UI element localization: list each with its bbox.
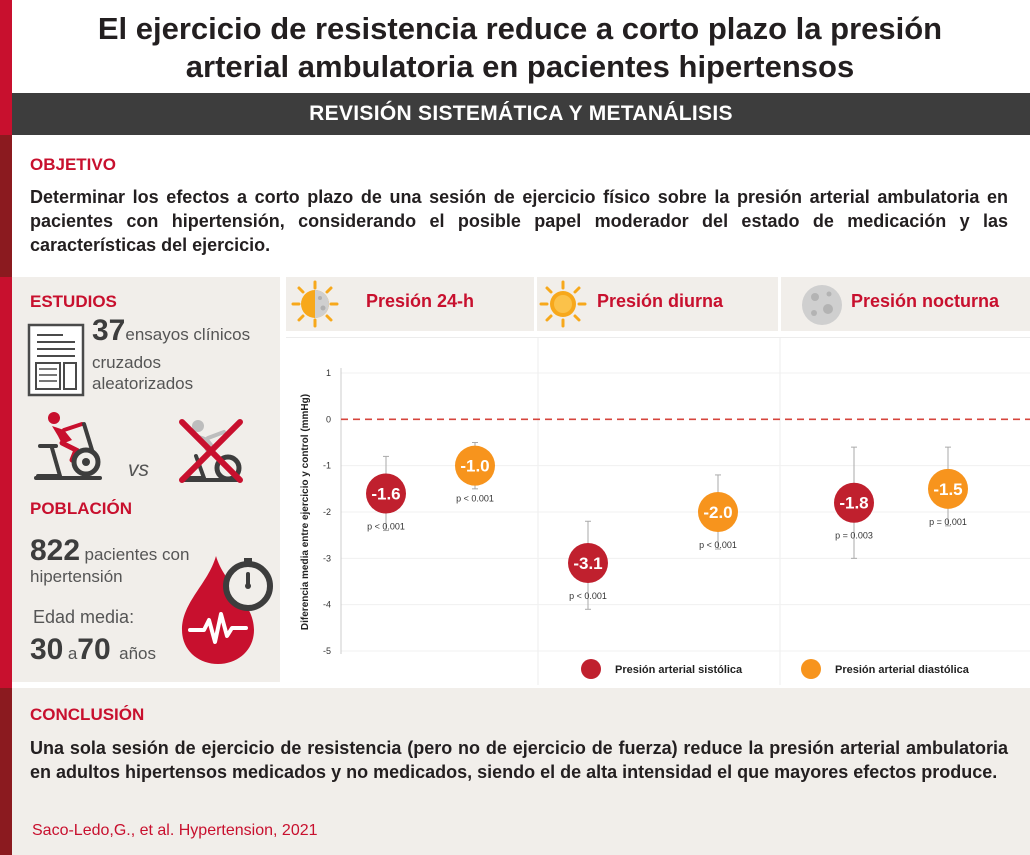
y-tick-label: -2 [323, 507, 331, 517]
y-tick-label: -3 [323, 553, 331, 563]
objective-label: OBJETIVO [30, 155, 116, 174]
y-axis-label: Diferencia media entre ejercicio y contr… [300, 394, 311, 630]
moon-icon [802, 285, 842, 325]
no-exercise-icon [179, 419, 243, 483]
data-label: -1.0 [460, 457, 489, 476]
population-summary: 822 pacientes con [30, 536, 189, 571]
data-label: -3.1 [573, 554, 602, 573]
p-value-label: p < 0.001 [699, 540, 737, 550]
y-tick-label: -1 [323, 461, 331, 471]
studies-summary: 37ensayos clínicos [92, 316, 251, 347]
age-min: 30 [30, 633, 64, 666]
age-range: 30 a70 años [30, 633, 156, 667]
data-point [455, 445, 495, 486]
vs-text: vs [128, 458, 149, 481]
column-header-24h: Presión 24-h [286, 277, 534, 331]
left-accent-bar [0, 0, 12, 855]
population-text-line-1: pacientes con [84, 545, 190, 564]
citation: Saco-Ledo,G., et al. Hypertension, 2021 [32, 822, 318, 839]
y-tick-label: -5 [323, 646, 331, 656]
legend-marker [581, 659, 601, 679]
column-label-day: Presión diurna [597, 291, 724, 311]
p-value-label: p < 0.001 [367, 521, 405, 531]
conclusion-panel [12, 688, 1030, 855]
chart-y-ticks: 1 0 -1 -2 -3 -4 -5 [323, 368, 331, 656]
legend-label: Presión arterial sistólica [615, 664, 743, 676]
studies-text-line-2: cruzados [92, 353, 161, 372]
conclusion-label: CONCLUSIÓN [30, 705, 145, 724]
age-separator: a [67, 644, 78, 663]
population-text-line-2: hipertensión [30, 567, 123, 586]
chart-gridlines [340, 338, 1030, 685]
objective-text: Determinar los efectos a corto plazo de … [30, 187, 1008, 255]
y-tick-label: -4 [323, 600, 331, 610]
forest-plot-chart: 10-1-2-3-4-5 -1.6p < 0.001-3.1p < 0.001-… [300, 338, 1030, 685]
column-header-night: Presión nocturna [781, 277, 1030, 331]
data-label: -1.5 [933, 480, 962, 499]
blood-pressure-drop-icon [182, 556, 273, 664]
document-icon [27, 323, 85, 397]
subtitle-band: REVISIÓN SISTEMÁTICA Y METANÁLISIS [12, 93, 1030, 135]
data-point [366, 473, 406, 514]
p-value-label: p = 0.003 [835, 531, 873, 541]
chart-legend: Presión arterial sistólica Presión arteri… [581, 659, 970, 679]
studies-label: ESTUDIOS [30, 292, 117, 311]
title-line-2: arterial ambulatoria en pacientes hipert… [185, 49, 855, 84]
chart-marks: -1.6 p < 0.001 -3.1 p < 0.001 -1.8 p = 0.003 -… [366, 442, 968, 610]
left-bar-conclusion-segment [0, 688, 12, 855]
age-label: Edad media: [33, 607, 135, 627]
conclusion-text: Una sola sesión de ejercicio de resisten… [30, 738, 1008, 782]
p-value-label: p < 0.001 [569, 591, 607, 601]
data-point [834, 482, 874, 523]
column-header-day: Presión diurna [537, 277, 778, 331]
studies-text-line-3: aleatorizados [92, 374, 194, 393]
chart-panel: 1 0 -1 -2 -3 -4 -5 -1.6 p < 0.001 -3.1 p < 0.001-… [286, 337, 1030, 685]
exercise-bike-icon [34, 412, 102, 480]
age-max: 70 [77, 633, 111, 666]
age-unit: años [119, 644, 156, 663]
studies-text-rest: cruzados aleatorizados [92, 352, 193, 394]
y-tick-label: 1 [326, 368, 331, 378]
data-point [698, 492, 738, 532]
left-bar-objective-segment [0, 135, 12, 277]
data-label: -1.6 [371, 484, 400, 503]
data-point [568, 542, 608, 583]
sun-icon [539, 280, 587, 328]
p-value-label: p = 0.001 [929, 517, 967, 527]
p-value-label: p < 0.001 [456, 494, 494, 504]
column-label-24h: Presión 24-h [366, 291, 475, 311]
legend-marker [801, 659, 821, 679]
population-label: POBLACIÓN [30, 499, 132, 518]
sun-moon-icon [291, 280, 339, 328]
studies-text-line-1: ensayos clínicos [125, 325, 251, 344]
studies-count: 37 [92, 314, 126, 347]
legend-label: Presión arterial diastólica [835, 664, 970, 676]
data-label: -2.0 [703, 503, 732, 522]
y-tick-label: 0 [326, 414, 331, 424]
column-label-night: Presión nocturna [851, 291, 1000, 311]
data-point [928, 468, 968, 509]
title-line-1: El ejercicio de resistencia reduce a cor… [97, 11, 943, 46]
data-label: -1.8 [839, 494, 868, 513]
population-count: 822 [30, 534, 81, 567]
page-title: El ejercicio de resistencia reduce a cor… [20, 10, 1020, 86]
